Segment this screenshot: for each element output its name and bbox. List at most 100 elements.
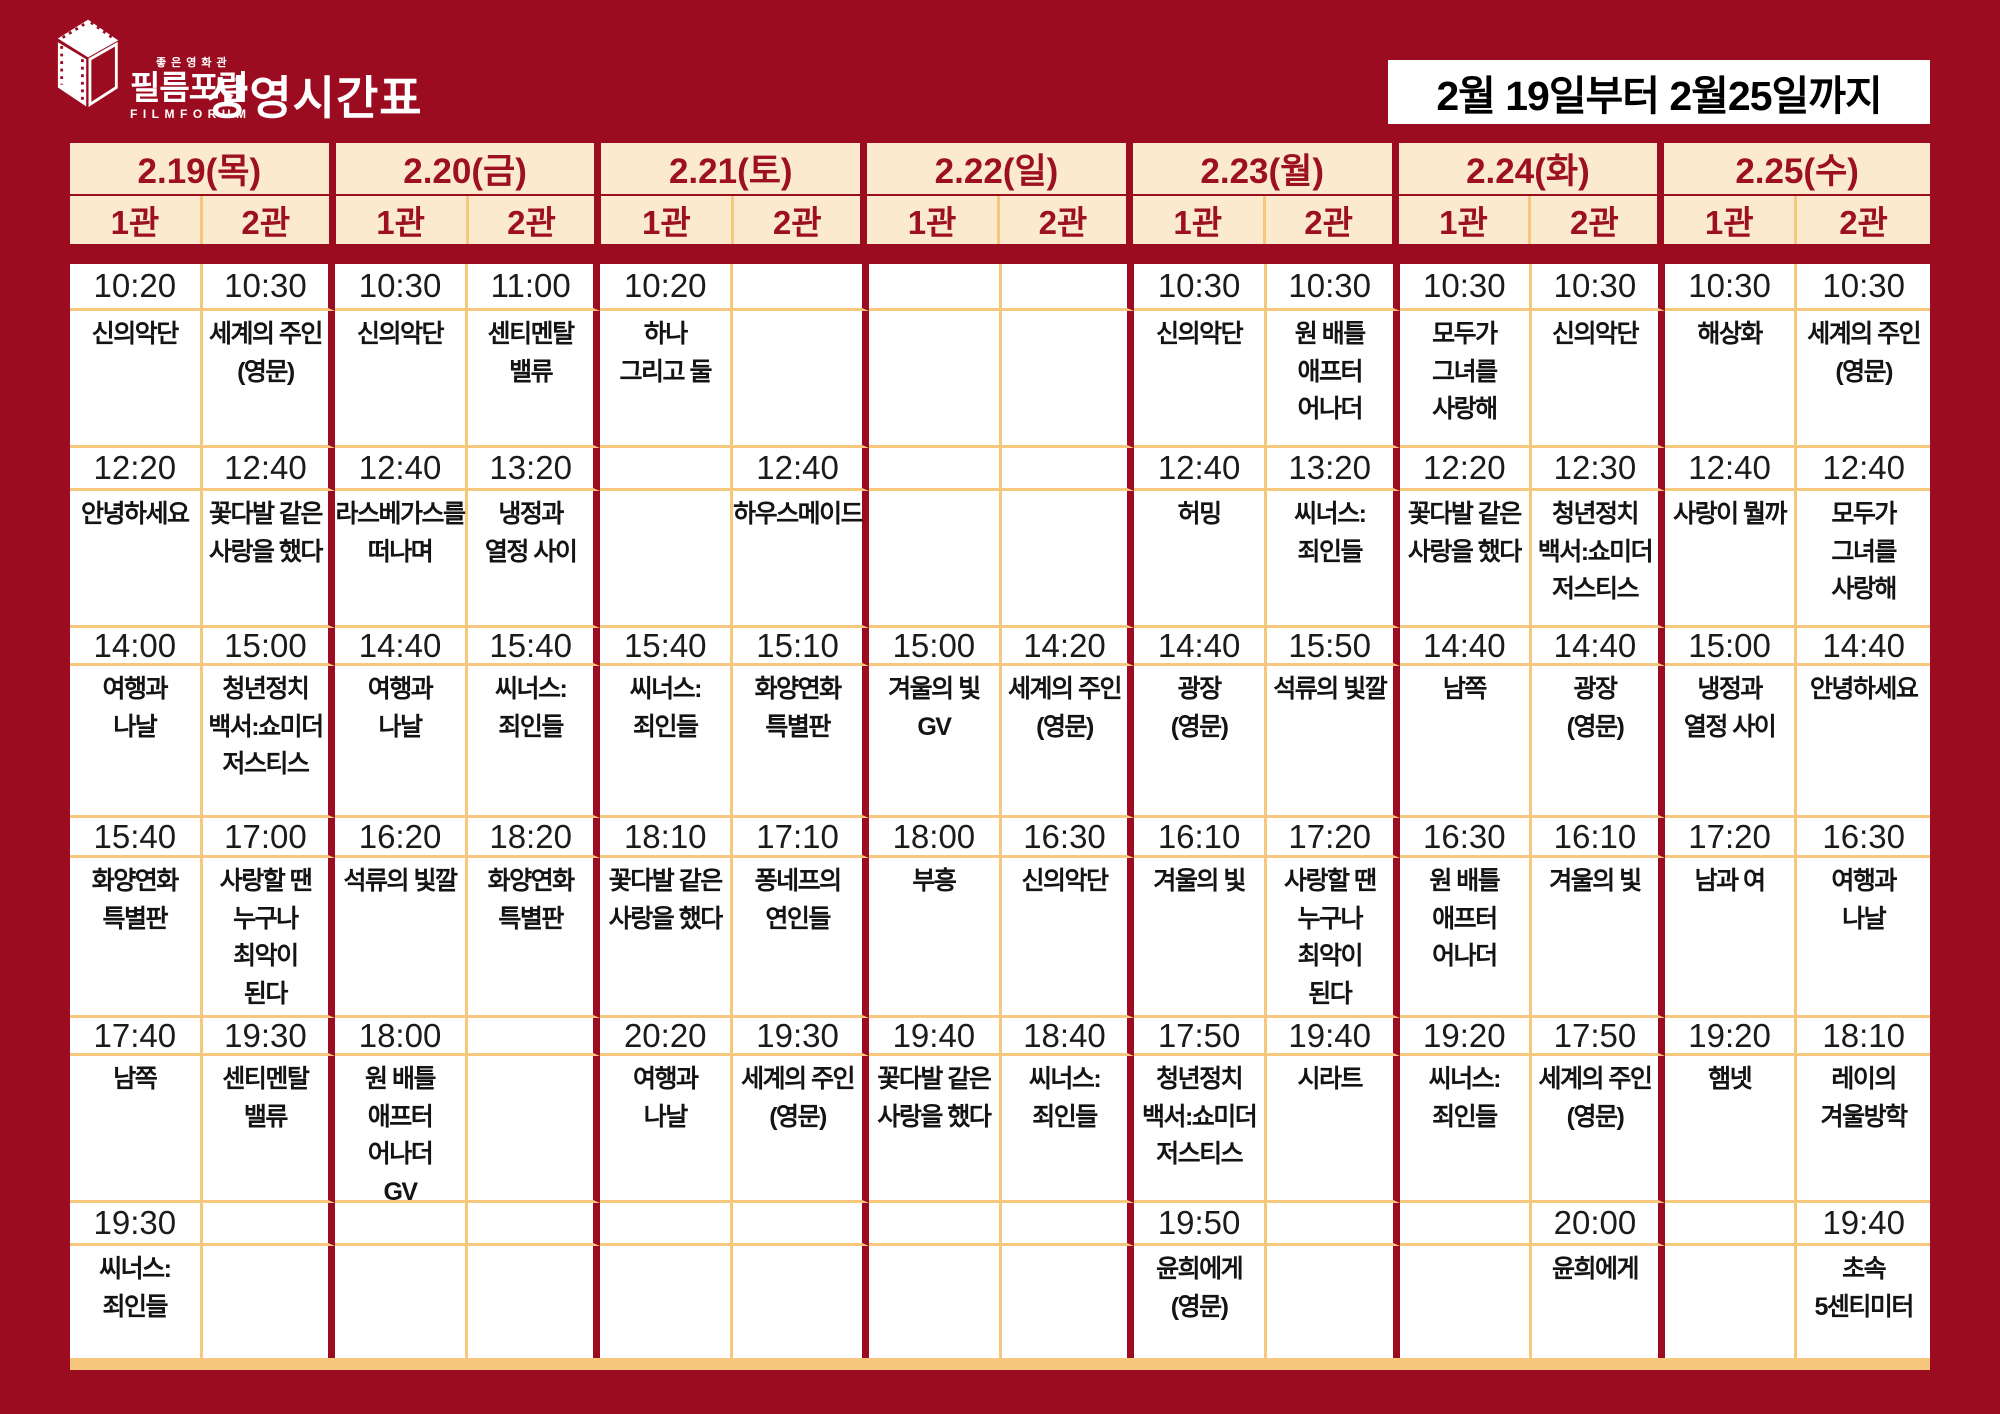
show-title: 씨너스: 죄인들	[70, 1246, 203, 1358]
filmforum-logo: 좋은영화관 필름포럼 FILMFORUM	[56, 14, 251, 120]
show-time: 14:40	[1797, 627, 1930, 666]
show-time: 18:40	[1001, 1017, 1135, 1056]
show-time	[1266, 1203, 1400, 1246]
show-title: 세계의 주인 (영문)	[1001, 666, 1135, 818]
show-title: 여행과 나날	[70, 666, 203, 818]
show-time: 10:30	[1266, 264, 1400, 311]
show-time: 16:30	[1797, 818, 1930, 858]
show-title	[1001, 311, 1135, 448]
show-title	[869, 491, 1002, 628]
show-time: 16:30	[1001, 818, 1135, 858]
show-time: 18:00	[335, 1017, 468, 1056]
show-time	[1001, 264, 1135, 311]
show-time: 17:50	[1532, 1017, 1665, 1056]
logo-name: 필름포럼	[130, 69, 248, 106]
screen-header: 1관	[70, 196, 203, 244]
day-header: 2.23(월)	[1132, 143, 1399, 194]
show-title	[1267, 1246, 1400, 1358]
schedule-table: 2.19(목) 2.20(금) 2.21(토) 2.22(일) 2.23(월) 2.24(…	[70, 143, 1930, 1370]
show-time: 12:20	[1399, 448, 1533, 491]
show-time	[733, 264, 870, 311]
screen-header: 2관	[1265, 196, 1399, 244]
screen-header: 1관	[335, 196, 469, 244]
show-title: 윤희에게 (영문)	[1134, 1246, 1267, 1358]
show-title	[467, 1056, 601, 1203]
show-time: 14:40	[335, 627, 468, 666]
screen-header: 2관	[1797, 196, 1930, 244]
show-title: 모두가 그녀를 사랑해	[1797, 491, 1930, 628]
day-header: 2.21(토)	[601, 143, 868, 194]
logo-tagline: 좋은영화관	[156, 57, 232, 69]
show-time: 12:40	[1134, 448, 1267, 491]
show-title: 신의악단	[70, 311, 203, 448]
show-title: 남쪽	[1399, 666, 1533, 818]
show-time: 14:00	[70, 627, 203, 666]
show-title: 원 배틀 애프터 어나더	[1266, 311, 1400, 448]
show-title: 여행과 나날	[1797, 858, 1930, 1018]
logo-latin: FILMFORUM	[130, 107, 252, 121]
screen-header: 1관	[867, 196, 1000, 244]
show-title	[1400, 1246, 1533, 1358]
show-title: 꽃다발 같은 사랑을 했다	[1399, 491, 1533, 628]
show-title	[335, 1246, 468, 1358]
show-title: 여행과 나날	[335, 666, 468, 818]
show-time: 15:00	[869, 627, 1002, 666]
show-time: 15:10	[733, 627, 870, 666]
show-title: 하나 그리고 둘	[600, 311, 734, 448]
show-title: 사랑할 땐 누구나 최악이 된다	[202, 858, 336, 1018]
show-time	[1001, 448, 1135, 491]
screen-header: 1관	[601, 196, 735, 244]
show-time: 14:40	[1532, 627, 1665, 666]
show-title	[733, 311, 870, 448]
show-title: 겨울의 빛	[1134, 858, 1267, 1018]
show-title: 씨너스: 죄인들	[600, 666, 734, 818]
show-time: 16:10	[1532, 818, 1665, 858]
show-title: 겨울의 빛 GV	[869, 666, 1002, 818]
day-header: 2.20(금)	[335, 143, 602, 194]
show-time: 10:30	[1134, 264, 1267, 311]
show-time: 20:20	[600, 1017, 734, 1056]
show-time: 16:10	[1134, 818, 1267, 858]
show-title: 세계의 주인 (영문)	[202, 311, 336, 448]
show-title: 남쪽	[70, 1056, 203, 1203]
show-title	[733, 1246, 870, 1358]
show-time	[1399, 1203, 1533, 1246]
show-title: 씨너스: 죄인들	[1001, 1056, 1135, 1203]
date-range-box: 2월 19일부터 2월25일까지	[1388, 60, 1930, 124]
show-title: 화양연화 특별판	[70, 858, 203, 1018]
show-title: 광장 (영문)	[1532, 666, 1665, 818]
show-time: 10:30	[1399, 264, 1533, 311]
show-title: 신의악단	[1134, 311, 1267, 448]
show-time: 15:00	[202, 627, 336, 666]
topbar: 좋은영화관 필름포럼 FILMFORUM 상영시간표 2월 19일부터 2월25…	[0, 0, 2000, 143]
show-time: 19:40	[1266, 1017, 1400, 1056]
show-title: 여행과 나날	[600, 1056, 734, 1203]
show-title: 세계의 주인 (영문)	[1797, 311, 1930, 448]
show-time: 17:20	[1266, 818, 1400, 858]
show-title: 화양연화 특별판	[467, 858, 601, 1018]
show-title: 세계의 주인 (영문)	[733, 1056, 870, 1203]
show-time: 10:30	[1532, 264, 1665, 311]
show-title: 냉정과 열정 사이	[1664, 666, 1798, 818]
screen-header: 1관	[1398, 196, 1532, 244]
page-title: 상영시간표	[206, 72, 423, 124]
show-title: 원 배틀 애프터 어나더	[1399, 858, 1533, 1018]
show-time: 10:30	[1664, 264, 1798, 311]
show-title: 씨너스: 죄인들	[467, 666, 601, 818]
show-time: 17:20	[1664, 818, 1798, 858]
show-title: 라스베가스를 떠나며	[335, 491, 468, 628]
show-title: 신의악단	[1532, 311, 1665, 448]
show-time: 18:20	[467, 818, 601, 858]
day-header: 2.25(수)	[1664, 143, 1930, 194]
show-time: 19:30	[202, 1017, 336, 1056]
screen-header: 1관	[1664, 196, 1798, 244]
show-time: 19:30	[733, 1017, 870, 1056]
show-title: 겨울의 빛	[1532, 858, 1665, 1018]
show-time: 18:00	[869, 818, 1002, 858]
screen-header: 2관	[1531, 196, 1665, 244]
show-time: 12:20	[70, 448, 203, 491]
show-title: 꽃다발 같은 사랑을 했다	[869, 1056, 1002, 1203]
show-time: 16:20	[335, 818, 468, 858]
show-time: 15:40	[70, 818, 203, 858]
show-title	[1665, 1246, 1798, 1358]
